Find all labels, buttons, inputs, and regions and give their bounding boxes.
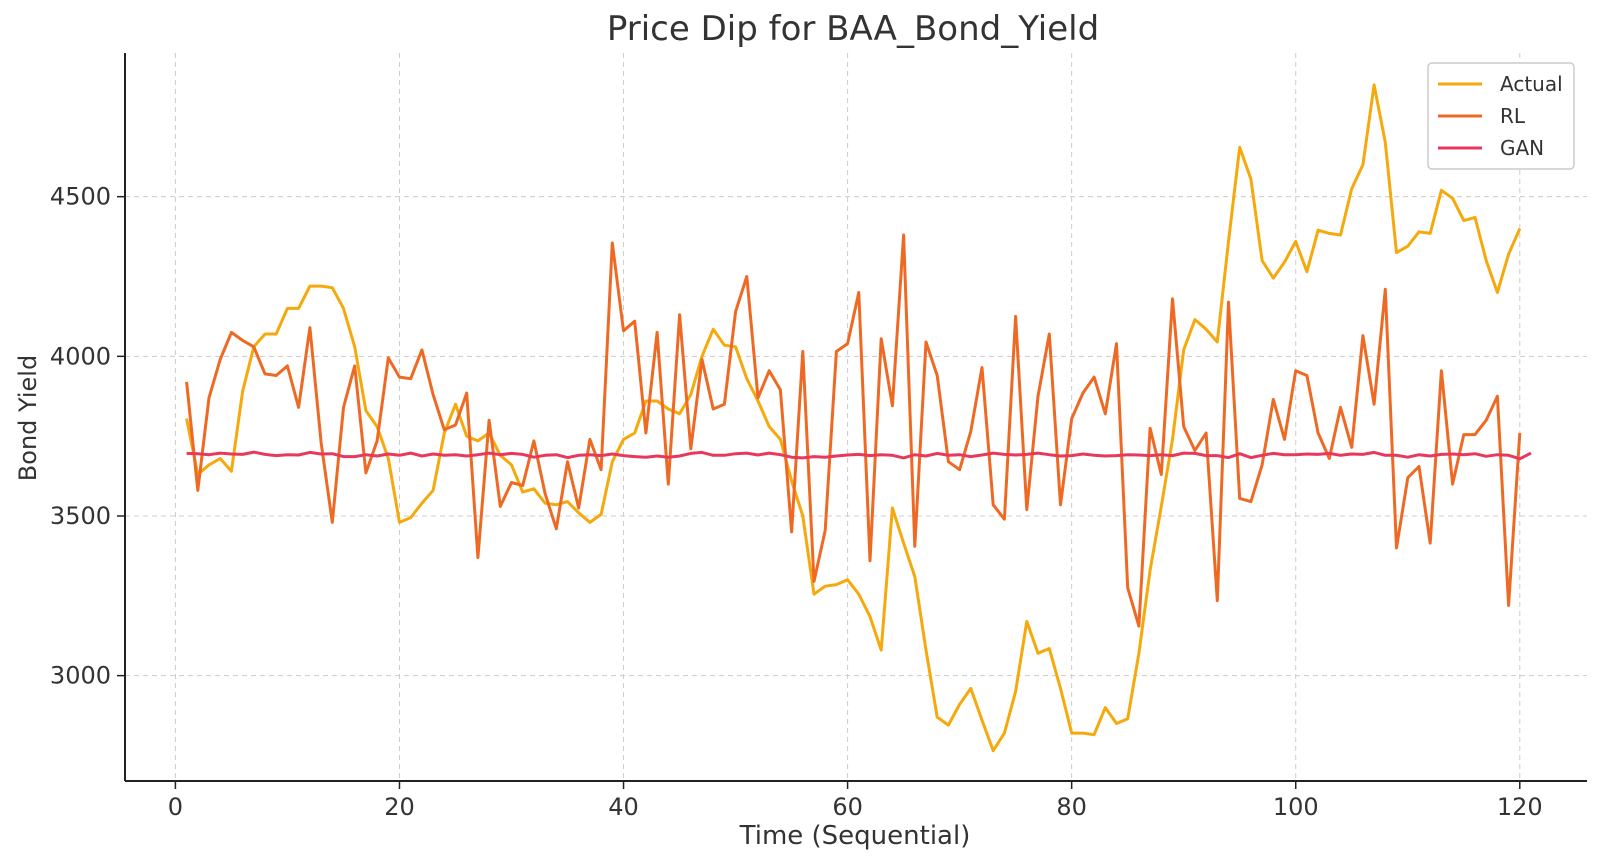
x-tick-labels: 0 20 40 60 80 100 120	[168, 781, 1543, 821]
series-line-actual	[185, 83, 1522, 753]
x-tick-label: 80	[1056, 793, 1087, 821]
y-axis-label: Bond Yield	[14, 355, 42, 481]
x-tick-label: 120	[1497, 793, 1543, 821]
y-tick-label: 4000	[50, 342, 111, 370]
series-line-gan	[186, 450, 1532, 461]
y-tick-label: 3000	[50, 662, 111, 690]
y-tick-label: 3500	[50, 502, 111, 530]
chart-title: Price Dip for BAA_Bond_Yield	[607, 9, 1099, 49]
axes	[124, 53, 1587, 782]
x-tick-label: 0	[168, 793, 183, 821]
y-tick-label: 4500	[50, 183, 111, 211]
x-tick-label: 20	[384, 793, 415, 821]
legend-box	[1427, 62, 1575, 170]
x-tick-label: 40	[608, 793, 639, 821]
x-tick-label: 100	[1273, 793, 1319, 821]
grid-lines	[125, 53, 1587, 781]
legend-label-gan: GAN	[1500, 136, 1544, 160]
series-lines	[185, 83, 1532, 753]
x-tick-label: 60	[832, 793, 863, 821]
x-axis-label: Time (Sequential)	[739, 821, 971, 851]
series-line-rl	[185, 233, 1522, 628]
y-tick-labels: 3000 3500 4000 4500	[50, 183, 125, 690]
legend: Actual RL GAN	[1427, 62, 1575, 170]
legend-label-rl: RL	[1500, 104, 1526, 128]
legend-label-actual: Actual	[1500, 72, 1563, 96]
